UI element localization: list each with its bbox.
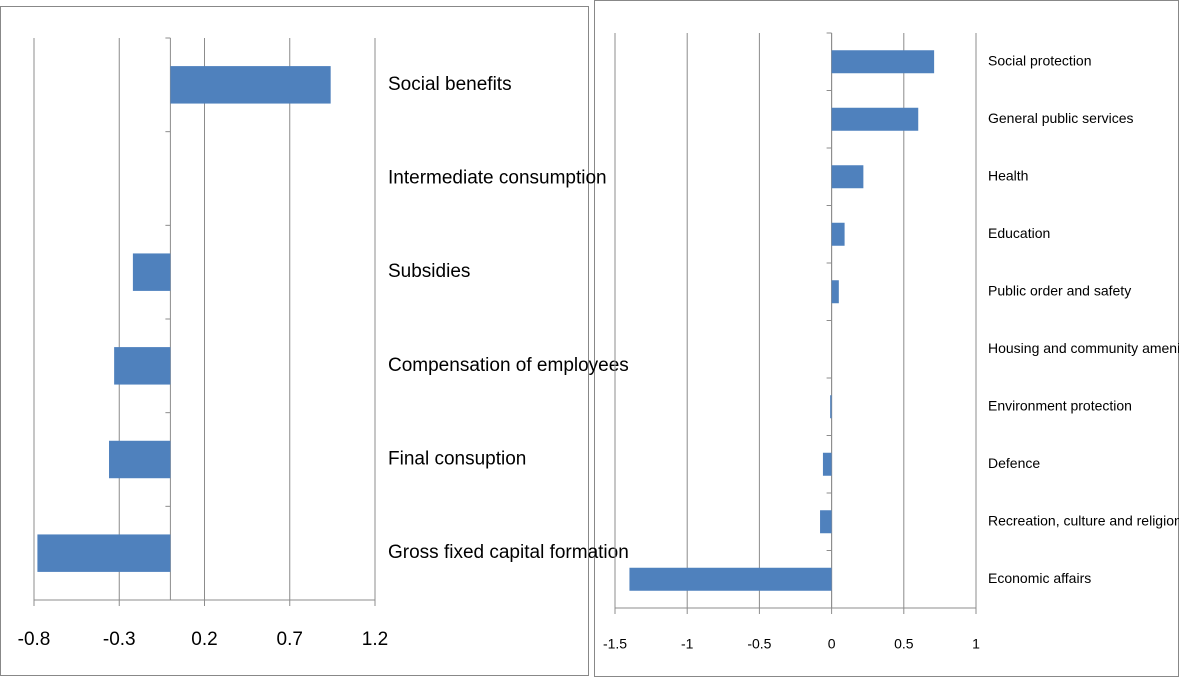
bar (831, 165, 864, 189)
bar (109, 440, 171, 479)
category-label: Economic affairs (988, 570, 1091, 586)
category-label: Social benefits (388, 74, 512, 95)
bar (820, 510, 832, 534)
x-tick-label: 1 (972, 636, 980, 652)
bar (831, 50, 935, 74)
bar (170, 66, 331, 104)
x-tick-label: 0.2 (191, 629, 217, 650)
category-label: Compensation of employees (388, 355, 629, 376)
bar (830, 395, 832, 419)
bar (822, 452, 832, 476)
bar (132, 253, 171, 291)
x-tick-label: -0.3 (103, 629, 136, 650)
category-label: Recreation, culture and religion (988, 512, 1179, 528)
category-label: Gross fixed capital formation (388, 542, 629, 563)
category-label: Public order and safety (988, 282, 1131, 298)
category-label: Housing and community amenities (988, 340, 1179, 356)
category-label: Health (988, 167, 1028, 183)
category-label: Environment protection (988, 397, 1132, 413)
category-label: General public services (988, 110, 1134, 126)
x-tick-label: 1.2 (362, 629, 388, 650)
bar (831, 280, 839, 304)
bar (629, 567, 832, 591)
x-tick-label: 0 (828, 636, 836, 652)
category-label: Intermediate consumption (388, 168, 607, 189)
category-label: Social protection (988, 52, 1092, 68)
panel-border (0, 6, 589, 676)
x-tick-label: -0.8 (18, 629, 51, 650)
x-tick-label: 0.5 (894, 636, 914, 652)
x-tick-label: -1 (681, 636, 694, 652)
bar (114, 347, 171, 385)
x-tick-label: 0.7 (277, 629, 303, 650)
x-tick-label: -1.5 (603, 636, 627, 652)
bar (831, 107, 919, 131)
category-label: Final consuption (388, 449, 526, 470)
category-label: Defence (988, 455, 1040, 471)
bar (37, 534, 171, 572)
x-tick-label: -0.5 (747, 636, 771, 652)
bar (831, 222, 845, 246)
category-label: Education (988, 225, 1050, 241)
category-label: Subsidies (388, 261, 470, 282)
